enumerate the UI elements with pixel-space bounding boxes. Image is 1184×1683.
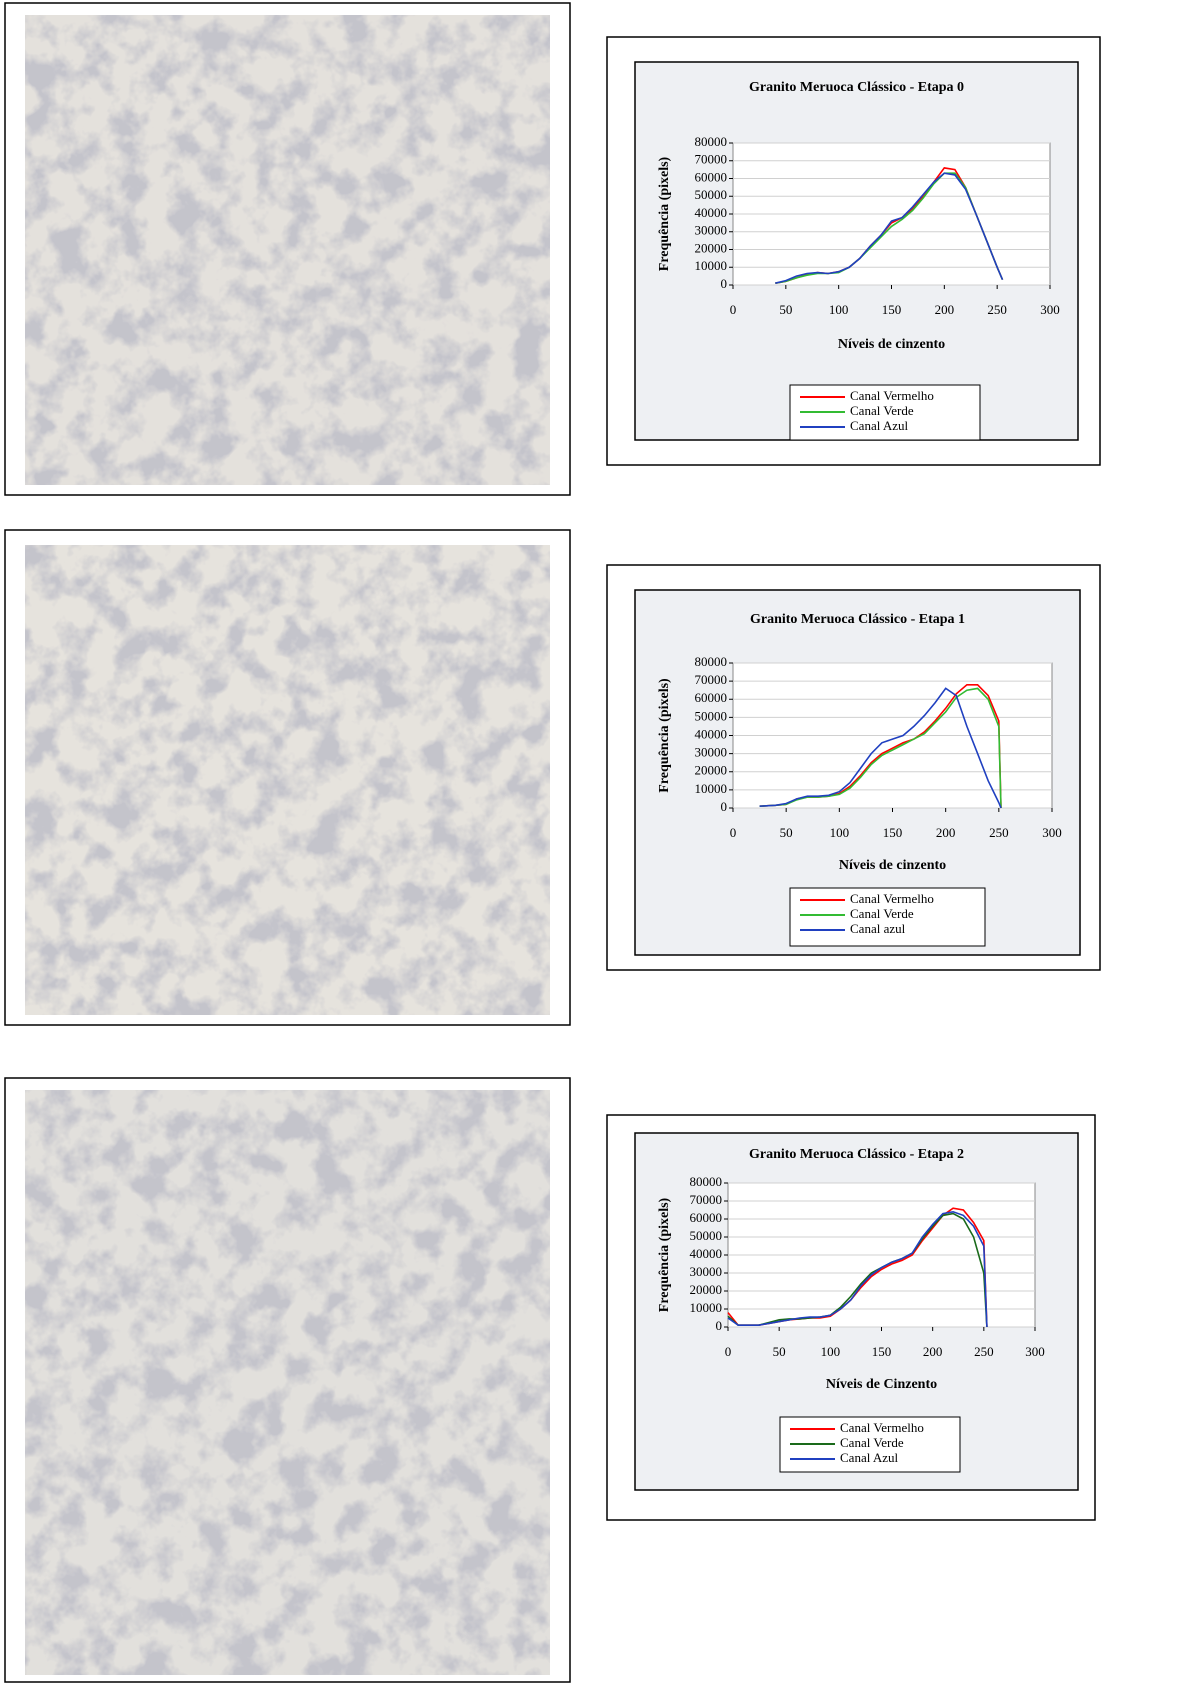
y-tick-label: 30000 <box>695 223 728 238</box>
chart-title: Granito Meruoca Clássico - Etapa 1 <box>750 612 965 627</box>
y-axis-label: Frequência (pixels) <box>657 1197 672 1312</box>
x-tick-label: 100 <box>830 825 850 840</box>
page: {"chart_data": [ {"type": "line", "title… <box>0 0 1184 1683</box>
y-tick-label: 0 <box>721 276 728 291</box>
x-tick-label: 150 <box>883 825 903 840</box>
y-tick-label: 10000 <box>695 781 728 796</box>
chart-title: Granito Meruoca Clássico - Etapa 0 <box>749 80 964 95</box>
x-tick-label: 50 <box>780 825 793 840</box>
legend-label: Canal azul <box>850 921 906 936</box>
photo-0 <box>5 3 570 495</box>
y-tick-label: 70000 <box>690 1192 723 1207</box>
y-tick-label: 40000 <box>695 205 728 220</box>
x-axis-label: Níveis de cinzento <box>838 337 945 352</box>
x-tick-label: 250 <box>987 302 1007 317</box>
x-tick-label: 0 <box>730 825 737 840</box>
x-tick-label: 200 <box>935 302 955 317</box>
y-tick-label: 60000 <box>695 169 728 184</box>
figure: Granito Meruoca Clássico - Etapa 0 Níveis… <box>0 0 1184 1683</box>
photo-2 <box>5 1078 570 1682</box>
y-tick-label: 80000 <box>695 654 728 669</box>
x-tick-label: 0 <box>725 1344 732 1359</box>
y-tick-label: 80000 <box>690 1174 723 1189</box>
legend-label: Canal Vermelho <box>850 388 934 403</box>
legend-label: Canal Verde <box>850 906 914 921</box>
x-tick-label: 250 <box>989 825 1009 840</box>
y-tick-label: 40000 <box>690 1246 723 1261</box>
chart: Granito Meruoca Clássico - Etapa 1 Níveis… <box>607 565 1100 970</box>
chart: Granito Meruoca Clássico - Etapa 2 Níveis… <box>607 1115 1095 1520</box>
x-tick-label: 0 <box>730 302 737 317</box>
y-tick-label: 20000 <box>695 763 728 778</box>
y-tick-label: 70000 <box>695 672 728 687</box>
y-tick-label: 0 <box>716 1318 723 1333</box>
y-tick-label: 50000 <box>690 1228 723 1243</box>
legend-label: Canal Vermelho <box>840 1420 924 1435</box>
y-tick-label: 10000 <box>695 258 728 273</box>
y-axis-label: Frequência (pixels) <box>657 678 672 793</box>
x-tick-label: 200 <box>936 825 956 840</box>
y-axis-label: Frequência (pixels) <box>657 156 672 271</box>
y-tick-label: 30000 <box>695 745 728 760</box>
x-tick-label: 50 <box>779 302 792 317</box>
y-tick-label: 50000 <box>695 187 728 202</box>
y-tick-label: 10000 <box>690 1300 723 1315</box>
legend-label: Canal Verde <box>850 403 914 418</box>
y-tick-label: 80000 <box>695 134 728 149</box>
x-tick-label: 300 <box>1042 825 1062 840</box>
x-tick-label: 50 <box>773 1344 786 1359</box>
x-tick-label: 200 <box>923 1344 943 1359</box>
y-tick-label: 20000 <box>690 1282 723 1297</box>
x-axis-label: Níveis de cinzento <box>839 858 946 873</box>
y-tick-label: 0 <box>721 799 728 814</box>
x-tick-label: 300 <box>1025 1344 1045 1359</box>
chart: Granito Meruoca Clássico - Etapa 0 Níveis… <box>607 37 1100 465</box>
x-tick-label: 250 <box>974 1344 994 1359</box>
legend-label: Canal Vermelho <box>850 891 934 906</box>
y-tick-label: 60000 <box>690 1210 723 1225</box>
photo-1 <box>5 530 570 1025</box>
x-tick-label: 100 <box>821 1344 841 1359</box>
x-tick-label: 100 <box>829 302 849 317</box>
legend-label: Canal Azul <box>840 1450 899 1465</box>
x-tick-label: 150 <box>872 1344 892 1359</box>
y-tick-label: 40000 <box>695 726 728 741</box>
legend-label: Canal Azul <box>850 418 909 433</box>
y-tick-label: 70000 <box>695 152 728 167</box>
legend-label: Canal Verde <box>840 1435 904 1450</box>
y-tick-label: 60000 <box>695 690 728 705</box>
chart-title: Granito Meruoca Clássico - Etapa 2 <box>749 1147 964 1162</box>
x-axis-label: Níveis de Cinzento <box>826 1377 937 1392</box>
y-tick-label: 50000 <box>695 708 728 723</box>
x-tick-label: 300 <box>1040 302 1060 317</box>
x-tick-label: 150 <box>882 302 902 317</box>
y-tick-label: 30000 <box>690 1264 723 1279</box>
y-tick-label: 20000 <box>695 240 728 255</box>
